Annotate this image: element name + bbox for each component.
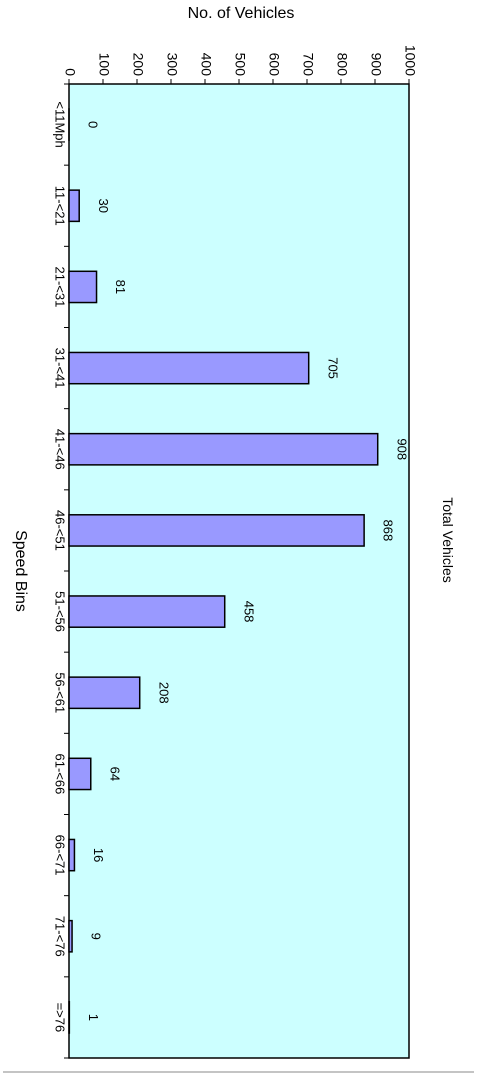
y-tick-label: 700: [300, 53, 316, 77]
bar: [68, 838, 76, 872]
data-label: 16: [91, 848, 106, 862]
category-label: 11-<21: [53, 186, 68, 226]
category-label: 31-<41: [53, 348, 68, 389]
bar: [68, 514, 365, 547]
y-tick-label: 800: [334, 53, 350, 77]
bar: [68, 189, 80, 223]
data-label: 868: [381, 520, 396, 542]
y-tick-label: 1000: [402, 45, 418, 76]
bar: [68, 595, 226, 628]
y-tick-label: 400: [198, 53, 214, 77]
data-label: 81: [113, 280, 128, 294]
chart-title: Total Vehicles: [440, 497, 456, 583]
category-label: 61-<66: [53, 753, 68, 794]
category-label: 51-<56: [53, 591, 68, 632]
category-label: 66-<71: [53, 835, 68, 876]
category-label: 41-<46: [53, 429, 68, 470]
category-label: 46-<51: [53, 510, 68, 551]
bar: [68, 757, 92, 791]
y-tick-label: 0: [62, 68, 78, 76]
bar: [68, 432, 379, 466]
category-label: 71-<76: [53, 916, 68, 957]
data-label: 908: [394, 438, 409, 460]
bar: [68, 270, 98, 304]
y-tick-label: 300: [164, 53, 180, 77]
data-label: 0: [86, 121, 101, 128]
category-label: 56-<61: [53, 672, 68, 713]
plot-area: [68, 83, 410, 1059]
y-tick-label: 600: [266, 53, 282, 77]
data-label: 9: [89, 933, 104, 940]
category-label: 21-<31: [53, 266, 68, 307]
category-label: <11Mph: [53, 101, 68, 147]
bar: [68, 676, 141, 710]
data-label: 458: [241, 601, 256, 623]
y-tick-label: 200: [130, 53, 146, 77]
data-label: 208: [156, 682, 171, 704]
bar: [68, 351, 310, 385]
y-tick-label: 100: [96, 53, 112, 77]
x-axis-title: Speed Bins: [12, 530, 29, 612]
data-label: 705: [325, 357, 340, 379]
data-label: 1: [86, 1014, 101, 1021]
y-axis-title: No. of Vehicles: [188, 5, 295, 22]
y-tick-label: 900: [368, 53, 384, 77]
category-label: =>76: [53, 1003, 68, 1033]
data-label: 64: [107, 767, 122, 781]
y-tick-label: 500: [232, 53, 248, 77]
bar: [68, 919, 73, 953]
data-label: 30: [96, 199, 111, 213]
